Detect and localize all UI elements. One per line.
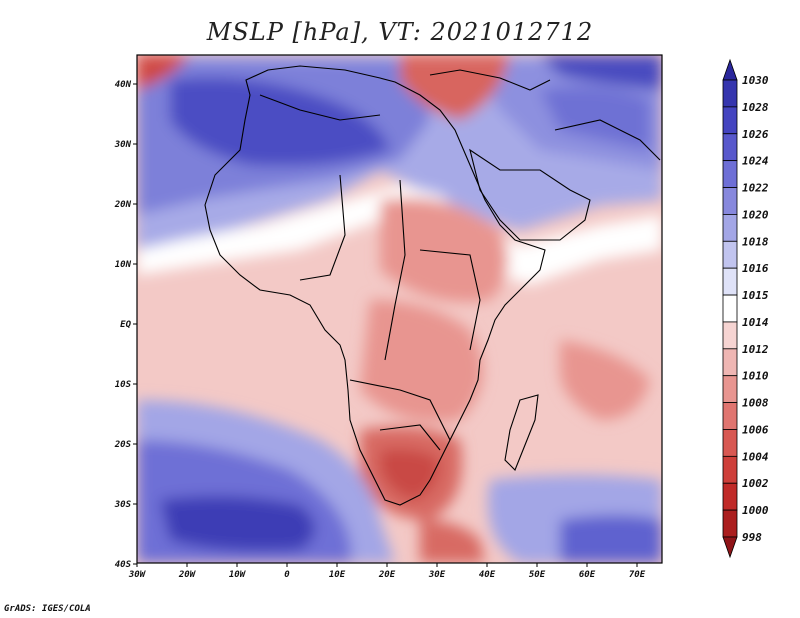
colorbar-label: 998: [742, 531, 762, 544]
colorbar-label: 1012: [742, 343, 769, 356]
x-tick-label: 30W: [128, 570, 147, 580]
x-tick-label: 20W: [178, 570, 197, 580]
colorbar-label: 1020: [742, 208, 769, 221]
colorbar-label: 1015: [742, 289, 769, 302]
colorbar-segment: [722, 321, 738, 350]
colorbar-segment: [722, 79, 738, 108]
colorbar-segment: [722, 133, 738, 162]
colorbar-segment: [722, 482, 738, 511]
x-tick-label: 20E: [378, 570, 396, 580]
y-tick-label: 30S: [114, 500, 132, 510]
x-tick-label: 10E: [329, 570, 346, 580]
colorbar-label: 1022: [742, 182, 769, 195]
x-tick-label: 10W: [229, 570, 247, 580]
colorbar-label: 1006: [742, 423, 769, 436]
colorbar-label: 1004: [742, 450, 769, 463]
y-tick-label: 10N: [115, 260, 132, 270]
x-axis: 30W 20W 10W 0 10E 20E 30E 40E 50E 60E 70E: [128, 563, 646, 580]
y-tick-label: 20S: [114, 440, 132, 450]
credit-label: GrADS: IGES/COLA: [4, 604, 91, 614]
y-tick-label: 10S: [115, 380, 132, 390]
colorbar-label: 1028: [742, 101, 769, 114]
y-tick-label: 40N: [115, 80, 132, 90]
colorbar-label: 1002: [742, 477, 769, 490]
x-tick-label: 0: [284, 570, 290, 580]
colorbar-label: 1014: [742, 316, 769, 329]
y-tick-label: 40S: [115, 560, 132, 570]
colorbar: 1030 1028 1026 1024 1022 1020 1018 1016 1015 1014…: [722, 58, 769, 559]
coastlines: [204, 65, 661, 506]
colorbar-segment: [722, 294, 738, 323]
colorbar-top-arrow: [722, 58, 738, 81]
colorbar-label: 1008: [742, 397, 769, 410]
pressure-field: [137, 55, 662, 563]
y-tick-label: EQ: [120, 320, 131, 330]
x-tick-label: 50E: [529, 570, 546, 580]
y-axis: 40N 30N 20N 10N EQ 10S 20S 30S 40S: [114, 80, 137, 570]
colorbar-segment: [722, 240, 738, 269]
colorbar-segment: [722, 267, 738, 296]
chart-title: MSLP [hPa], VT: 2021012712: [206, 18, 594, 46]
colorbar-segment: [722, 429, 738, 457]
x-tick-label: 60E: [579, 570, 596, 580]
colorbar-segment: [722, 348, 738, 377]
plot-frame: [136, 54, 663, 564]
colorbar-label: 1026: [742, 128, 769, 141]
colorbar-label: 1030: [742, 74, 769, 87]
colorbar-segment: [722, 509, 738, 538]
x-tick-label: 40E: [479, 570, 496, 580]
x-tick-label: 70E: [629, 570, 646, 580]
colorbar-segment: [722, 106, 738, 135]
colorbar-segment: [722, 402, 738, 430]
colorbar-segment: [722, 214, 738, 242]
colorbar-segment: [722, 375, 738, 403]
colorbar-bottom-arrow: [722, 536, 738, 559]
colorbar-segment: [722, 187, 738, 215]
colorbar-label: 1010: [742, 370, 769, 383]
x-tick-label: 30E: [428, 570, 446, 580]
colorbar-label: 1016: [742, 262, 769, 275]
y-tick-label: 20N: [114, 200, 132, 210]
colorbar-segment: [722, 455, 738, 484]
colorbar-label: 1024: [742, 155, 769, 168]
colorbar-label: 1000: [742, 504, 769, 517]
colorbar-segment: [722, 160, 738, 188]
colorbar-label: 1018: [742, 235, 769, 248]
y-tick-label: 30N: [114, 140, 132, 150]
